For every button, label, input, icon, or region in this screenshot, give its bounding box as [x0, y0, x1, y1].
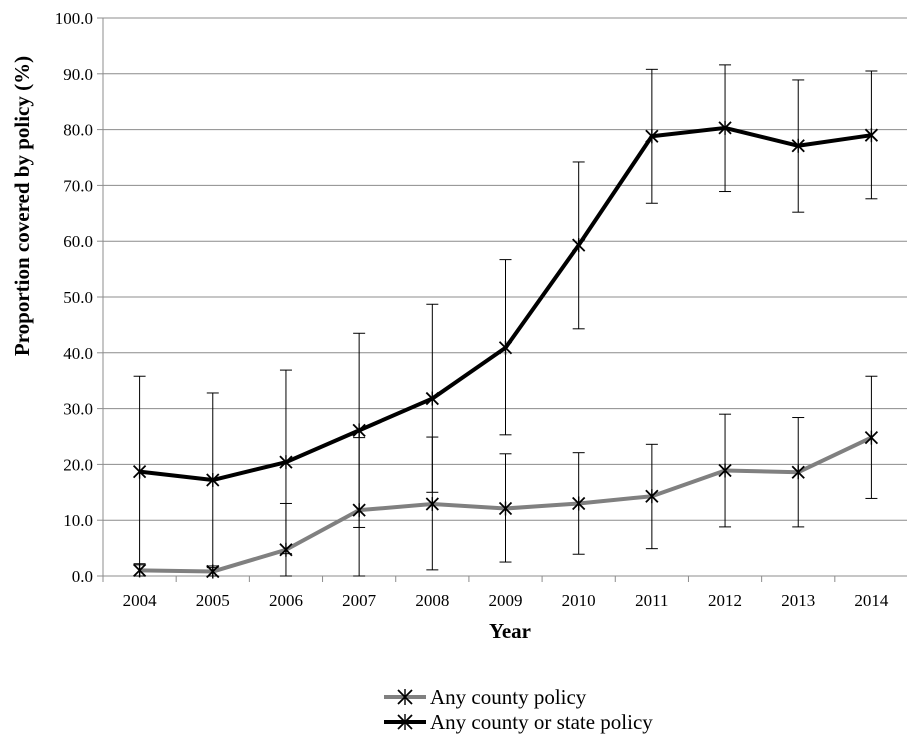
data-point	[718, 463, 732, 478]
x-axis-title: Year	[489, 619, 531, 643]
x-tick-label: 2005	[196, 591, 230, 610]
x-tick-label: 2010	[562, 591, 596, 610]
data-point	[132, 464, 147, 479]
axes	[97, 17, 907, 582]
x-tick-label: 2006	[269, 591, 303, 610]
x-tick-label: 2009	[489, 591, 523, 610]
legend-label: Any county or state policy	[430, 710, 653, 734]
data-point	[425, 497, 439, 512]
x-tick-label: 2014	[854, 591, 889, 610]
x-tick-labels: 2004 2005 2006 2007 2008 2009 2010 2011 2012 2013…	[123, 591, 889, 610]
data-point	[352, 503, 366, 518]
data-point	[572, 496, 586, 511]
data-point	[572, 238, 586, 253]
x-tick-label: 2004	[123, 591, 158, 610]
error-bars	[133, 64, 878, 577]
data-point	[498, 340, 513, 355]
data-point	[352, 423, 366, 438]
legend-label: Any county policy	[430, 685, 587, 709]
y-tick-label: 80.0	[63, 121, 93, 140]
data-point	[791, 138, 805, 153]
data-point	[425, 391, 439, 406]
y-tick-label: 100.0	[55, 9, 93, 28]
data-point	[718, 120, 732, 135]
data-point	[864, 128, 879, 143]
y-tick-labels: 0.0 10.0 20.0 30.0 40.0 50.0 60.0 70.0 80.0 90.0 1…	[55, 9, 93, 586]
x-tick-label: 2008	[415, 591, 449, 610]
legend-entry: Any county or state policy	[384, 710, 653, 734]
y-tick-label: 30.0	[63, 400, 93, 419]
y-axis-title: Proportion covered by policy (%)	[10, 56, 34, 356]
data-point	[206, 564, 220, 579]
data-point	[645, 489, 659, 504]
legend-marker	[397, 714, 413, 730]
data-point	[206, 473, 220, 488]
x-tick-label: 2012	[708, 591, 742, 610]
data-point	[791, 465, 805, 480]
x-tick-label: 2011	[635, 591, 668, 610]
y-tick-label: 40.0	[63, 344, 93, 363]
y-tick-label: 10.0	[63, 511, 93, 530]
data-point	[864, 430, 879, 445]
y-tick-label: 0.0	[72, 567, 93, 586]
x-tick-label: 2007	[342, 591, 377, 610]
y-tick-label: 20.0	[63, 455, 93, 474]
y-tick-label: 50.0	[63, 288, 93, 307]
data-point	[279, 455, 293, 470]
series-markers	[132, 120, 879, 579]
data-point	[645, 129, 659, 144]
y-tick-label: 60.0	[63, 232, 93, 251]
data-point	[498, 501, 513, 516]
y-tick-label: 90.0	[63, 65, 93, 84]
x-tick-label: 2013	[781, 591, 815, 610]
y-tick-label: 70.0	[63, 176, 93, 195]
data-point	[132, 563, 147, 578]
data-point	[279, 542, 293, 557]
legend-marker	[397, 689, 413, 705]
legend-entry: Any county policy	[384, 685, 587, 709]
